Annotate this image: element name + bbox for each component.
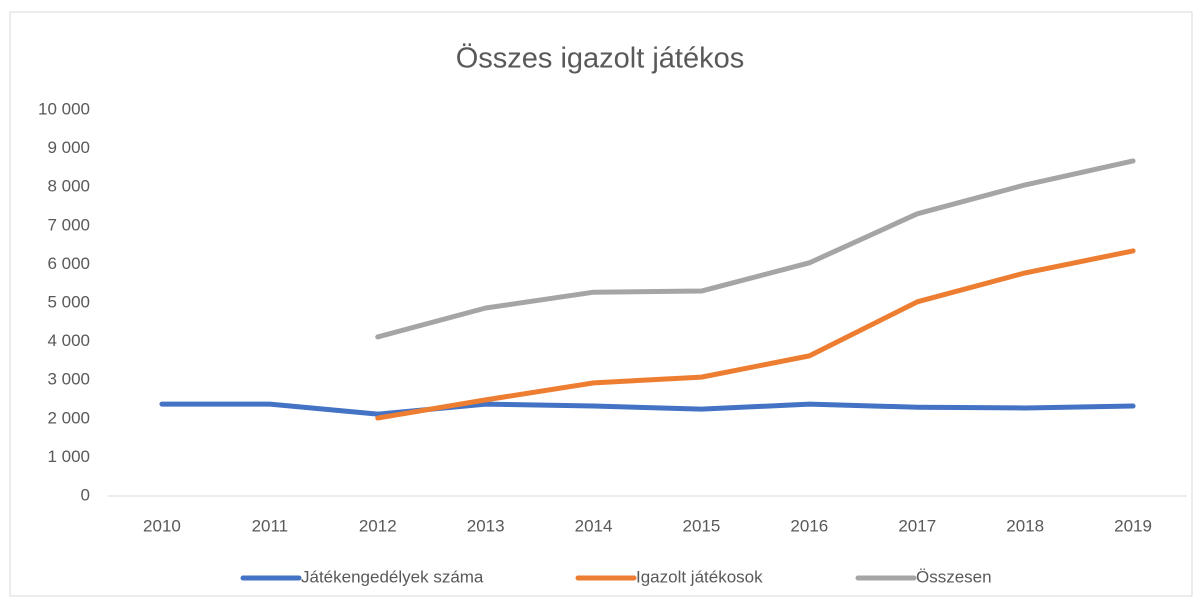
x-tick-label: 2014 — [575, 516, 613, 535]
legend-label: Igazolt játékosok — [636, 567, 763, 586]
x-tick-label: 2016 — [790, 516, 828, 535]
chart-title: Összes igazolt játékos — [456, 43, 745, 75]
y-tick-label: 5 000 — [47, 292, 90, 311]
y-tick-label: 3 000 — [47, 370, 90, 389]
y-tick-label: 6 000 — [47, 254, 90, 273]
x-tick-label: 2017 — [898, 516, 936, 535]
y-tick-label: 8 000 — [47, 177, 90, 196]
chart-border — [9, 11, 1193, 597]
legend-label: Játékengedélyek száma — [301, 567, 484, 586]
x-tick-label: 2012 — [359, 516, 397, 535]
y-tick-label: 0 — [81, 485, 90, 504]
series-line — [375, 248, 1136, 421]
y-tick-label: 2 000 — [47, 408, 90, 427]
y-tick-label: 4 000 — [47, 331, 90, 350]
legend-label: Összesen — [916, 567, 992, 586]
y-tick-label: 9 000 — [47, 138, 90, 157]
x-tick-label: 2013 — [467, 516, 505, 535]
x-tick-label: 2011 — [252, 516, 289, 535]
x-tick-label: 2015 — [683, 516, 721, 535]
series-line — [375, 158, 1136, 340]
y-tick-label: 7 000 — [47, 215, 90, 234]
y-tick-label: 1 000 — [47, 447, 90, 466]
x-tick-label: 2018 — [1006, 516, 1044, 535]
series-line — [159, 401, 1136, 417]
x-tick-label: 2019 — [1114, 516, 1152, 535]
y-tick-label: 10 000 — [38, 99, 90, 118]
x-tick-label: 2010 — [143, 516, 181, 535]
